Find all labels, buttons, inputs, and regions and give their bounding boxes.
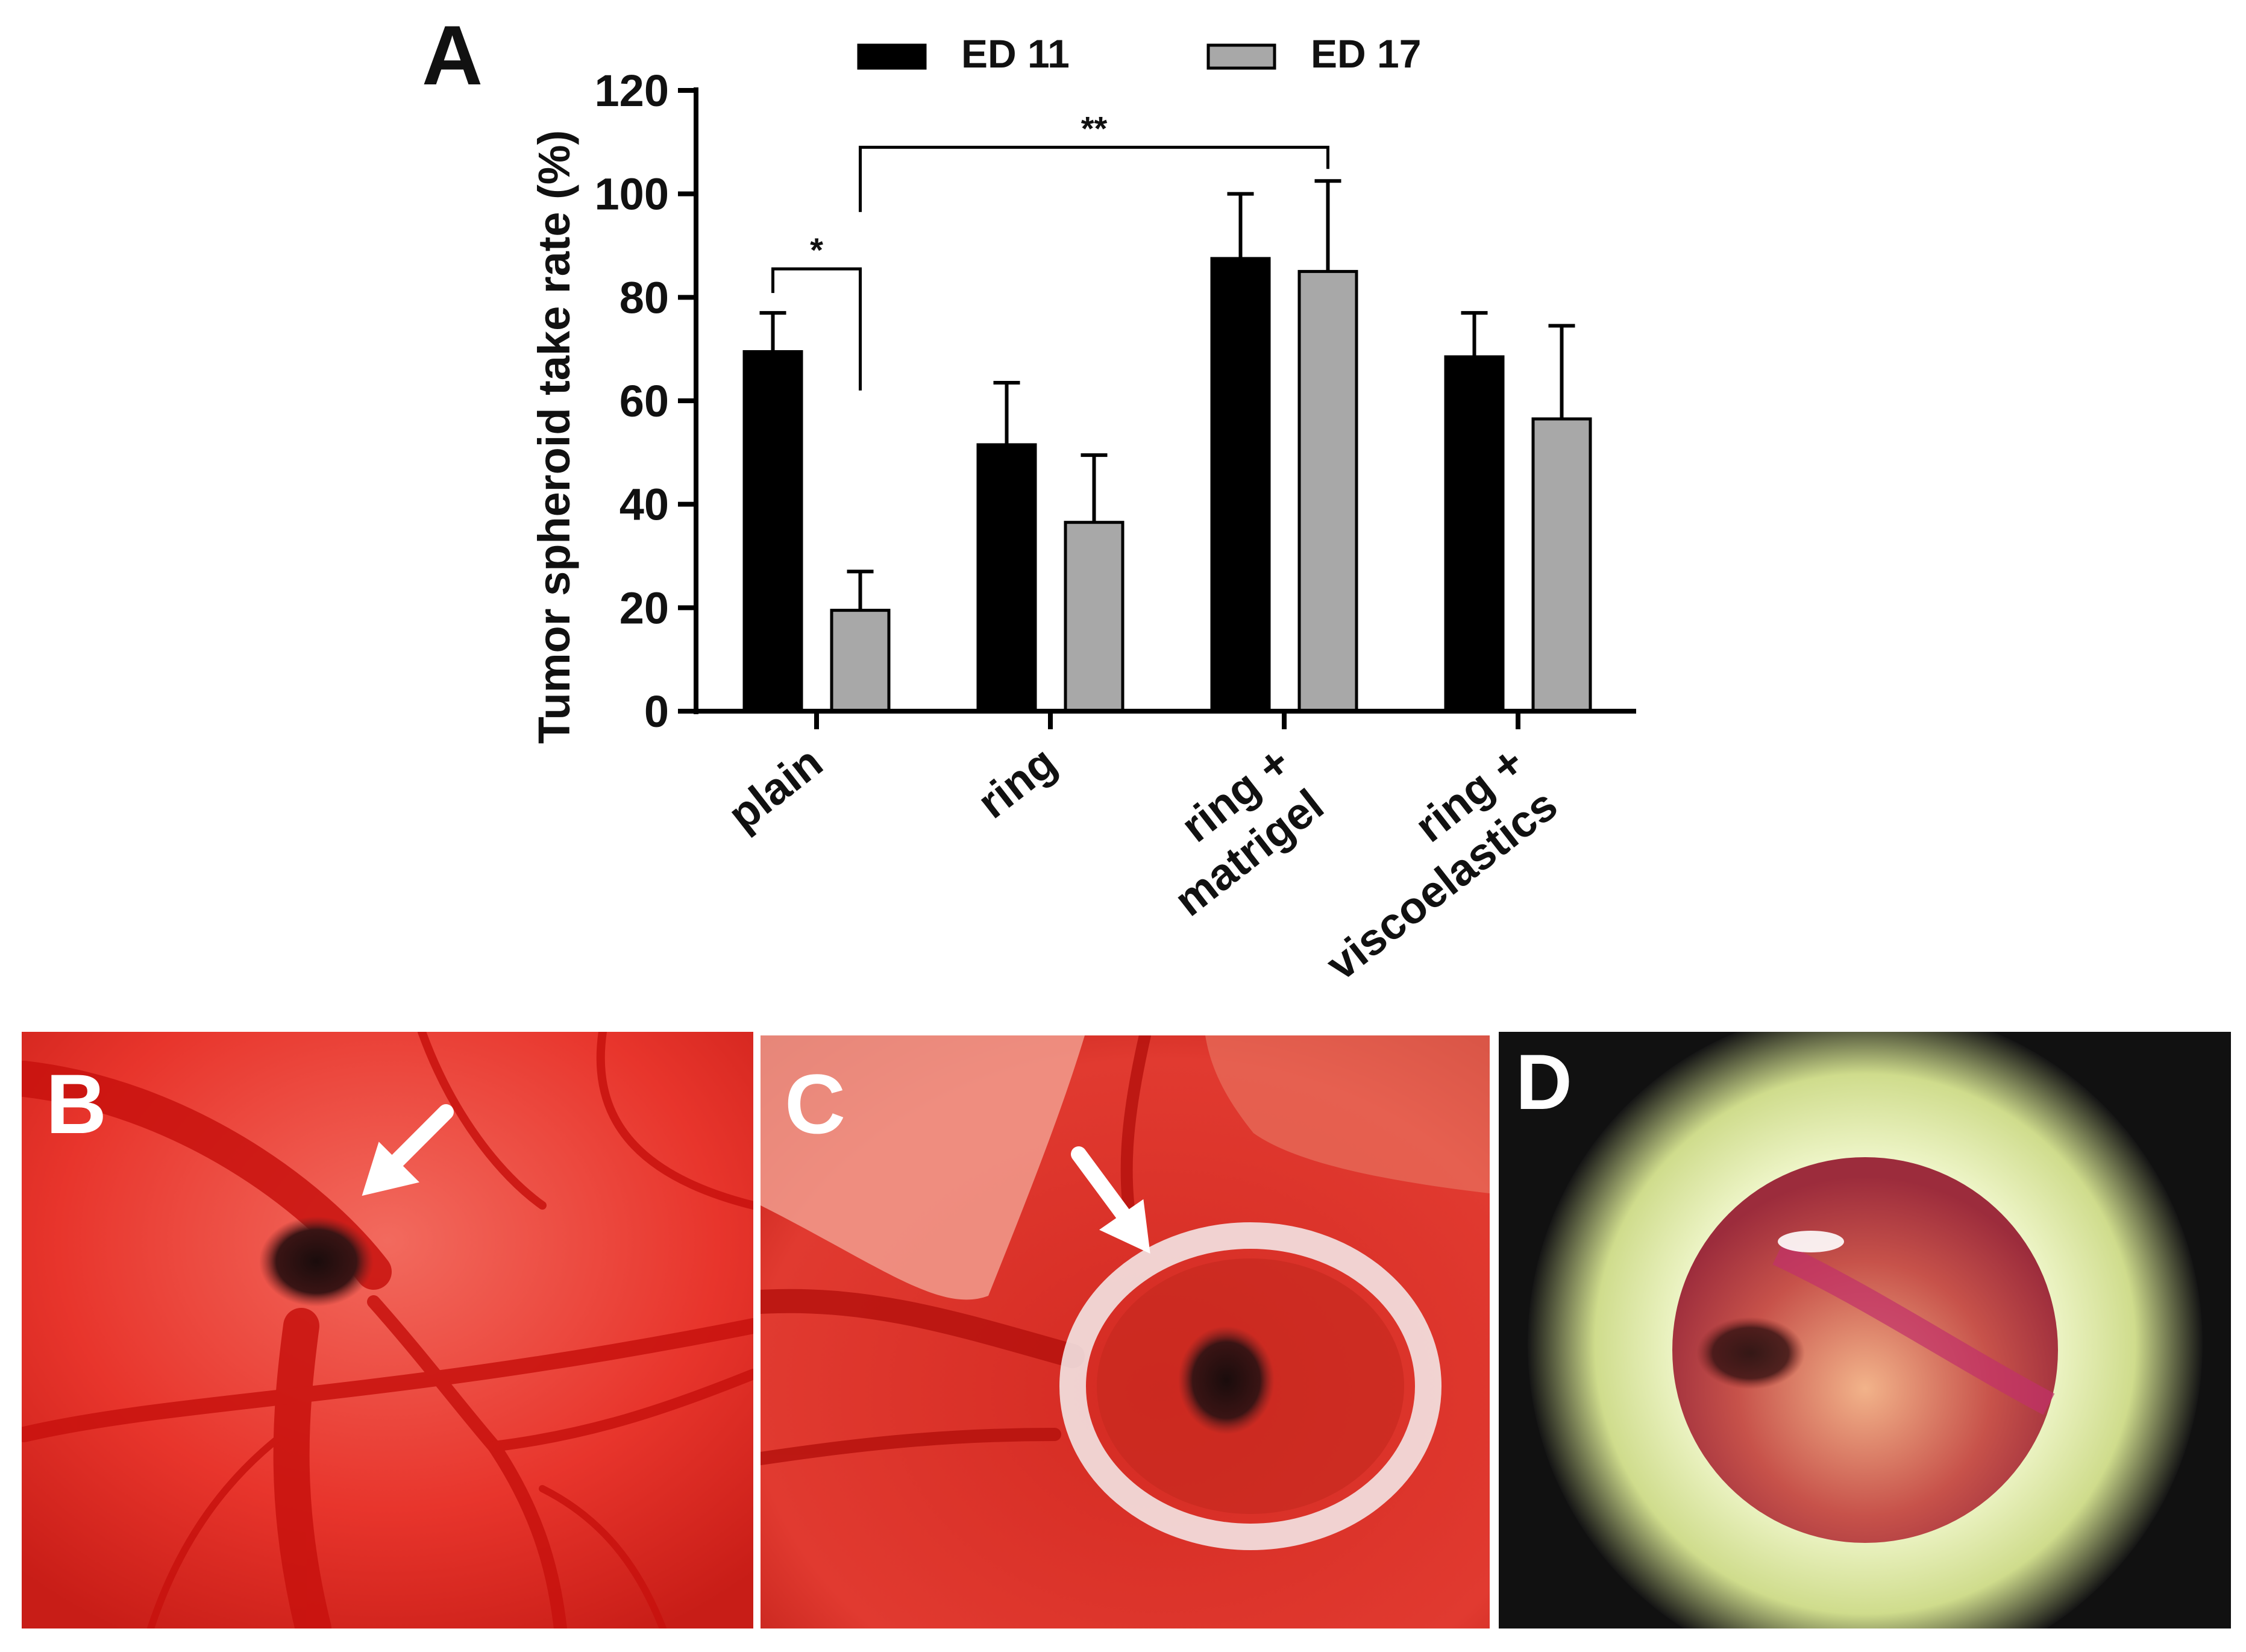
panel-d-photo: D	[1499, 1032, 2231, 1628]
legend-label: ED 17	[1311, 31, 1421, 76]
tumor-spheroid-c	[1178, 1326, 1275, 1434]
bars	[742, 257, 1592, 713]
bar	[1064, 521, 1125, 713]
glass-ring-c	[1059, 1222, 1441, 1550]
x-tick-labels: plain ring ring +matrigel ring +viscoelasti…	[719, 736, 1567, 990]
y-tick-label: 20	[620, 583, 669, 633]
membrane-fold-c2	[1205, 1035, 1490, 1193]
y-axis-label: Tumor spheroid take rate (%)	[529, 130, 579, 744]
panel-b-photo: B	[22, 1032, 753, 1628]
x-tick-label: plain	[719, 736, 832, 840]
y-tick-label: 40	[620, 480, 669, 530]
bar	[976, 443, 1037, 713]
y-tick-label: 100	[595, 169, 669, 219]
x-tick-label: ring	[968, 736, 1065, 828]
photo-b-background	[22, 1032, 753, 1628]
tumor-spheroid-b	[259, 1216, 374, 1307]
significance-annotations: ***	[771, 109, 1329, 391]
significance-label: **	[1081, 109, 1108, 147]
chart-legend: ED 11 ED 17	[857, 31, 1421, 76]
x-tick-label-line: plain	[719, 736, 832, 840]
significance-label: *	[810, 231, 823, 269]
panel-label-d: D	[1516, 1038, 1572, 1126]
panel-label-a: A	[422, 8, 483, 102]
y-tick-label: 120	[595, 66, 669, 116]
panel-label-b: B	[46, 1057, 107, 1151]
bar	[830, 609, 891, 713]
arrow-icon	[1071, 1146, 1150, 1254]
bar	[1297, 269, 1358, 713]
x-axis	[694, 709, 1636, 729]
panel-label-c: C	[785, 1057, 845, 1151]
panel-c-photo: C	[761, 1035, 1490, 1628]
y-axis: 0 20 40 60 80 100 120	[595, 66, 698, 736]
panel-a-chart: A ED 11 ED 17 Tumor spheroid take rate (%…	[422, 8, 1636, 990]
membrane-fold-c	[761, 1035, 1085, 1300]
arrow-icon	[362, 1104, 454, 1196]
ring-inner-d	[1672, 1157, 2058, 1543]
y-tick-label: 80	[620, 272, 669, 322]
highlight-d	[1778, 1231, 1844, 1252]
legend-swatch	[1206, 43, 1276, 70]
vessel-d	[1772, 1242, 2055, 1415]
x-tick-label: ring +matrigel	[1132, 736, 1332, 926]
legend-label: ED 11	[961, 31, 1070, 76]
legend-swatch	[857, 43, 927, 70]
bar	[742, 350, 803, 713]
significance-bracket	[771, 267, 862, 391]
y-tick-label: 0	[644, 686, 669, 736]
significance-bracket	[859, 145, 1329, 212]
x-tick-label-line: ring	[968, 736, 1065, 828]
bar	[1210, 257, 1271, 713]
error-bars	[759, 179, 1575, 611]
bar	[1531, 417, 1592, 713]
tumor-spheroid-d	[1696, 1317, 1805, 1389]
y-tick-label: 60	[620, 376, 669, 426]
bar	[1444, 355, 1505, 713]
x-tick-label: ring +viscoelastics	[1284, 736, 1567, 990]
